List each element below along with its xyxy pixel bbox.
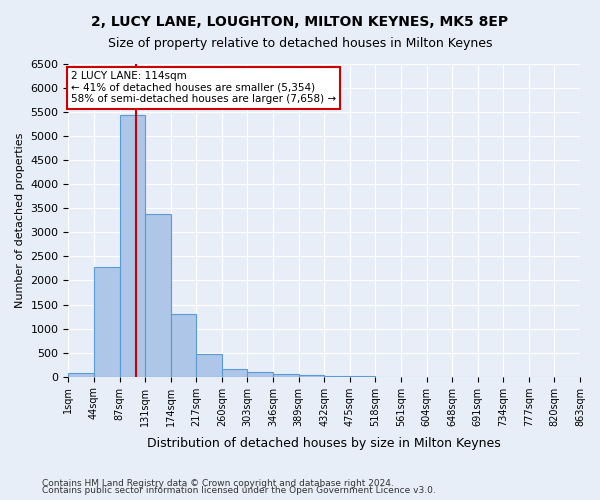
Bar	[68, 374, 94, 376]
Bar	[119, 114, 145, 376]
Bar	[145, 214, 171, 376]
Bar	[247, 372, 273, 376]
Text: Contains public sector information licensed under the Open Government Licence v3: Contains public sector information licen…	[42, 486, 436, 495]
Bar	[171, 314, 196, 376]
Bar	[222, 368, 247, 376]
Text: Size of property relative to detached houses in Milton Keynes: Size of property relative to detached ho…	[108, 38, 492, 51]
Bar	[94, 267, 119, 376]
Y-axis label: Number of detached properties: Number of detached properties	[15, 132, 25, 308]
Text: 2, LUCY LANE, LOUGHTON, MILTON KEYNES, MK5 8EP: 2, LUCY LANE, LOUGHTON, MILTON KEYNES, M…	[91, 15, 509, 29]
Bar	[273, 374, 299, 376]
Text: 2 LUCY LANE: 114sqm
← 41% of detached houses are smaller (5,354)
58% of semi-det: 2 LUCY LANE: 114sqm ← 41% of detached ho…	[71, 71, 336, 104]
Text: Contains HM Land Registry data © Crown copyright and database right 2024.: Contains HM Land Registry data © Crown c…	[42, 478, 394, 488]
X-axis label: Distribution of detached houses by size in Milton Keynes: Distribution of detached houses by size …	[148, 437, 501, 450]
Bar	[196, 354, 222, 376]
